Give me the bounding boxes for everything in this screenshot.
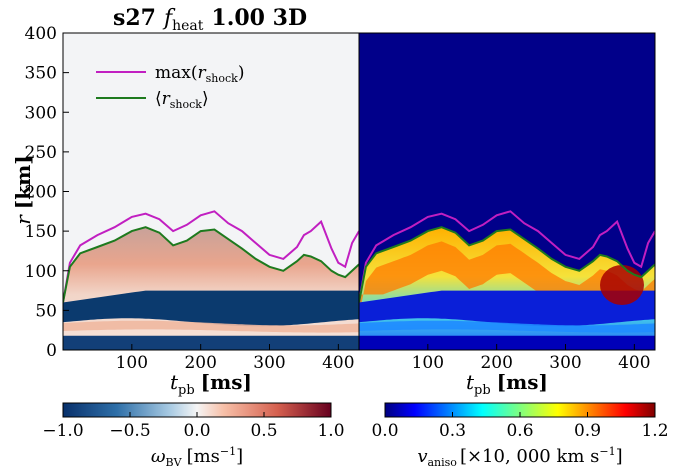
colorbar-tick-label: 1.2 [641,421,668,441]
right-heatmap-stripe [359,320,655,333]
x-tick-label: 400 [322,353,354,373]
y-tick-label: 200 [25,183,57,203]
left-y-ticks: 0 50 100 150 200 250 300 350 400 [25,24,69,361]
right-heatmap [359,33,655,350]
right-heatmap-core [359,290,655,327]
colorbar-tick-label: 0.9 [574,421,601,441]
colorbar-left-label: ωBV [ms−1] [151,445,243,469]
title-model: s27 [113,5,156,31]
x-tick-label: 200 [480,353,512,373]
left-shock-lines [63,210,359,303]
x-tick-label: 200 [184,353,216,373]
y-tick-label: 150 [25,222,57,242]
x-tick-label: 100 [116,353,148,373]
colorbar-right: 0.0 0.3 0.6 0.9 1.2 vaniso [×10, 000 km s−1] [371,402,669,469]
legend-label-max: max(rshock) [155,63,244,85]
right-panel: 100 200 300 400 tpb [ms] [358,32,656,398]
left-y-label: r [km] [11,155,35,225]
right-heatmap-peak [600,265,644,305]
colorbar-tick-label: 0.6 [506,421,533,441]
title-rest: 1.00 3D [211,5,307,31]
right-x-label-symbol: t [466,370,475,394]
chart-title: s27 fheat 1.00 3D [113,5,307,34]
right-heatmap-base [359,335,655,350]
colorbar-tick-label: 0.0 [371,421,398,441]
x-tick-label: 400 [618,353,650,373]
left-heatmap-stripe [63,320,359,333]
colorbar-tick-label: −1.0 [42,421,83,441]
colorbar-tick-label: 1.0 [317,421,344,441]
right-x-label-unit: [ms] [497,370,548,394]
title-subscript: heat [172,18,204,34]
left-line-mean-shock [63,226,359,303]
right-heatmap-hot [359,241,655,317]
colorbar-right-ticks: 0.0 0.3 0.6 0.9 1.2 [371,412,669,441]
left-line-max-shock [63,210,359,303]
left-x-ticks: 100 200 300 400 [116,344,355,373]
y-tick-label: 100 [25,262,57,282]
left-x-label-unit: [ms] [201,370,252,394]
x-tick-label: 300 [549,353,581,373]
legend-label-mean: ⟨rshock⟩ [155,89,209,111]
x-tick-label: 100 [412,353,444,373]
left-x-label-subscript: pb [178,383,195,398]
colorbar-left-ticks: −1.0 −0.5 0.0 0.5 1.0 [42,412,345,441]
left-x-label: tpb [ms] [170,370,252,398]
colorbar-tick-label: 0.3 [439,421,466,441]
left-panel: 0 50 100 150 200 250 300 350 400 100 200 300 400 r [… [11,24,360,398]
left-x-label-symbol: t [170,370,179,394]
colorbar-left: −1.0 −0.5 0.0 0.5 1.0 ωBV [ms−1] [42,402,345,469]
y-label-symbol: r [11,214,35,225]
right-line-mean-shock [359,226,655,303]
colorbar-right-label: vaniso [×10, 000 km s−1] [417,445,622,469]
colorbar-tick-label: 0.5 [250,421,277,441]
y-tick-label: 250 [25,143,57,163]
legend: max(rshock) ⟨rshock⟩ [96,63,244,111]
colorbar-tick-label: 0.0 [183,421,210,441]
y-tick-label: 0 [46,341,57,361]
colorbar-tick-label: −0.5 [109,421,150,441]
y-tick-label: 300 [25,103,57,123]
y-label-unit: [km] [11,155,35,209]
left-heatmap-core [63,290,359,327]
right-x-label: tpb [ms] [466,370,548,398]
right-x-ticks: 100 200 300 400 [412,344,651,373]
left-heatmap [63,33,359,350]
right-line-max-shock [359,210,655,303]
right-x-label-subscript: pb [474,383,491,398]
y-tick-label: 50 [35,301,57,321]
y-tick-label: 350 [25,64,57,84]
x-tick-label: 300 [253,353,285,373]
left-heatmap-base [63,335,359,350]
y-tick-label: 400 [25,24,57,44]
right-shock-lines [359,210,655,303]
right-axes-frame [358,32,656,351]
